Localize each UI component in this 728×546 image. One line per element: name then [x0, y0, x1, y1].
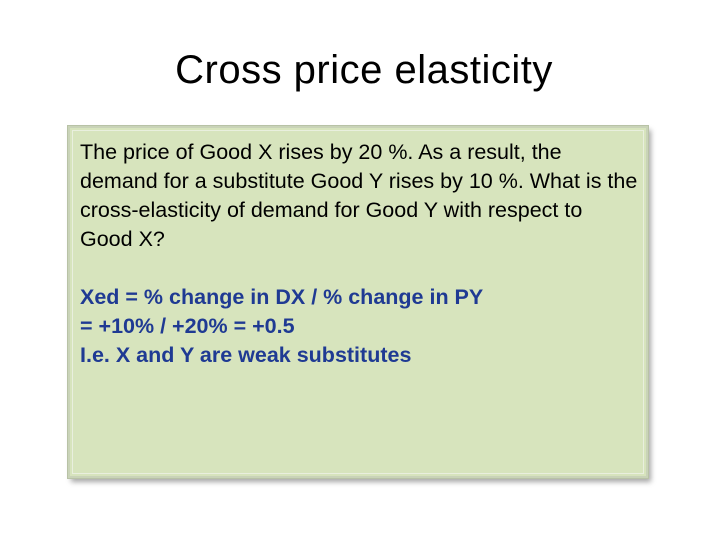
answer-line-calculation: = +10% / +20% = +0.5 [80, 314, 295, 338]
question-text: The price of Good X rises by 20 %. As a … [80, 140, 638, 251]
answer-block: Xed = % change in DX / % change in PY = … [80, 283, 638, 370]
slide-title: Cross price elasticity [175, 48, 553, 92]
content-box: The price of Good X rises by 20 %. As a … [68, 126, 648, 478]
answer-line-conclusion: I.e. X and Y are weak substitutes [80, 343, 412, 367]
answer-line-formula: Xed = % change in DX / % change in PY [80, 285, 484, 309]
